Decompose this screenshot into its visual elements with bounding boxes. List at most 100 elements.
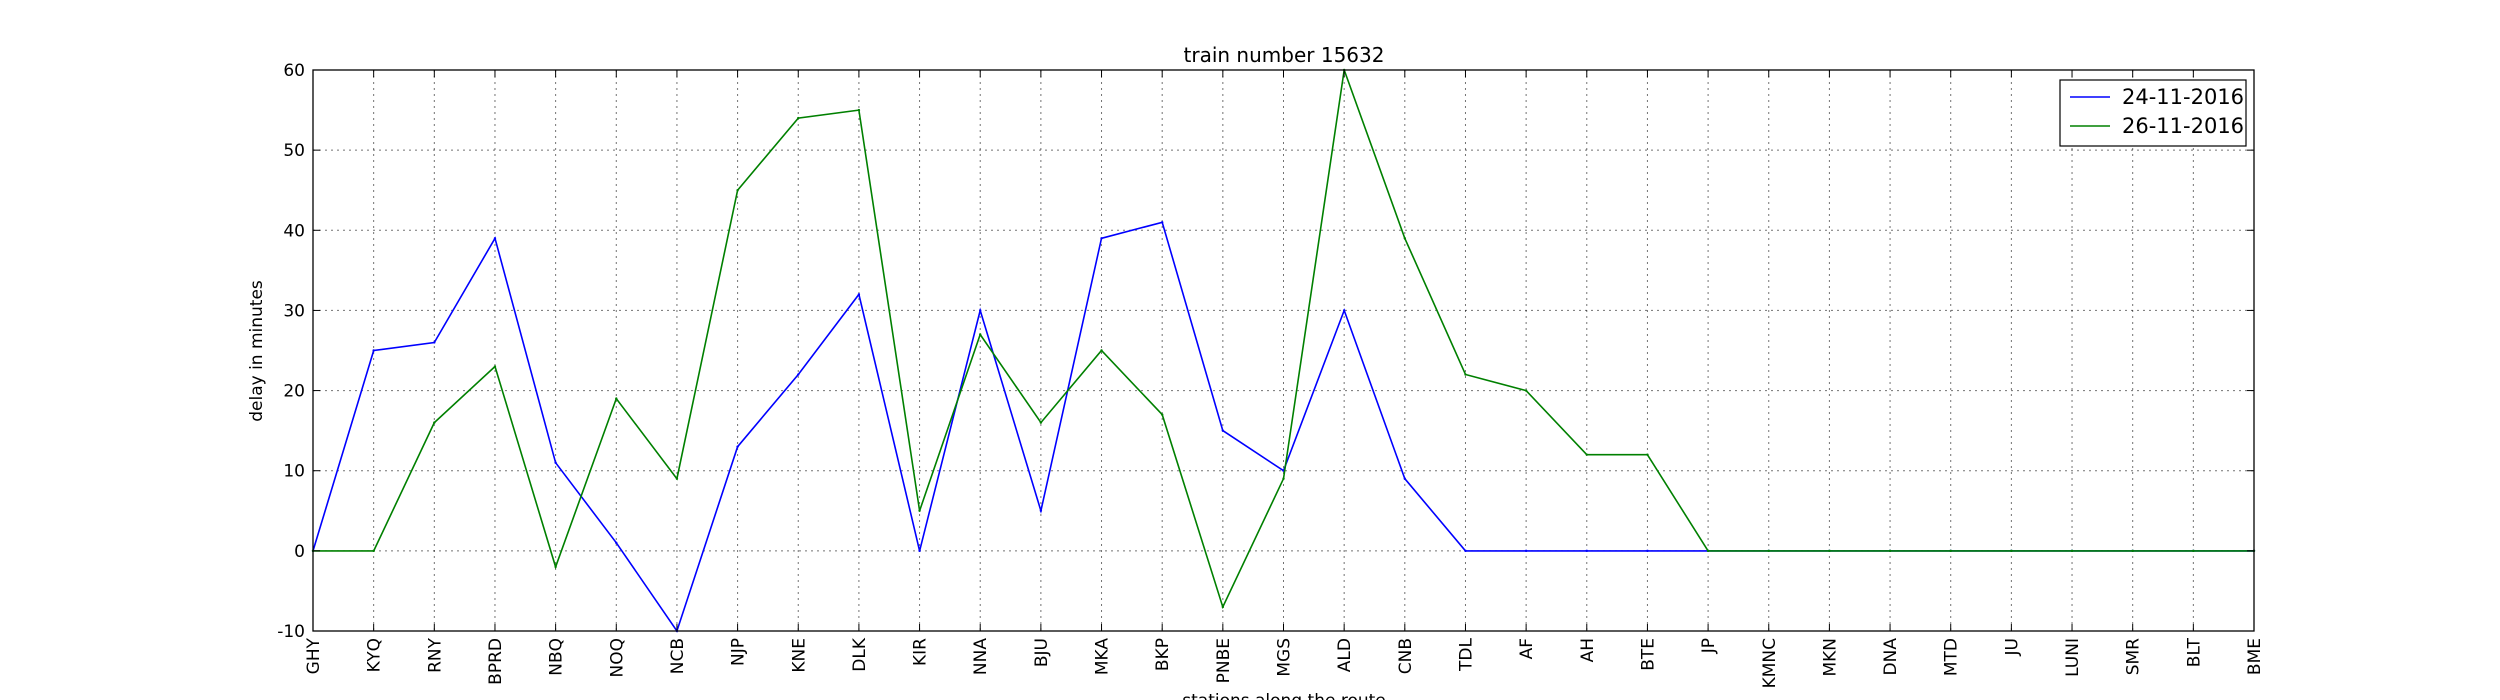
x-tick-label: KMNC — [1760, 638, 1780, 688]
data-point — [1828, 549, 1831, 553]
x-axis-title: stations along the route — [1182, 691, 1386, 700]
x-tick-label: NJP — [729, 638, 749, 666]
data-point — [918, 549, 921, 553]
y-tick-label: 0 — [294, 542, 305, 562]
x-tick-label: JU — [2002, 638, 2022, 656]
x-tick-label: NOQ — [607, 638, 627, 677]
x-tick-label: NCB — [668, 638, 688, 674]
x-tick-label: BME — [2245, 638, 2265, 675]
data-point — [1403, 237, 1407, 240]
x-tick-label: NBQ — [547, 638, 567, 676]
data-point — [1767, 549, 1770, 553]
data-point — [1160, 221, 1164, 224]
x-tick-label: BLT — [2184, 637, 2204, 667]
x-tick-label: KIR — [911, 638, 931, 666]
data-point — [2070, 549, 2074, 553]
data-point — [979, 309, 982, 312]
y-tick-label: 50 — [283, 141, 305, 161]
data-point — [1646, 549, 1649, 553]
data-point — [1585, 549, 1588, 553]
data-point — [1100, 349, 1103, 352]
data-point — [1646, 453, 1649, 456]
data-point — [554, 461, 557, 464]
data-point — [1706, 549, 1710, 553]
data-point — [615, 541, 618, 545]
x-tick-label: JP — [1699, 638, 1719, 654]
data-point — [1100, 237, 1103, 240]
data-point — [736, 445, 739, 448]
data-point — [675, 477, 679, 480]
data-point — [1039, 509, 1043, 512]
x-tick-label: BJU — [1032, 638, 1052, 667]
data-point — [1524, 549, 1528, 553]
chart-title: train number 15632 — [1184, 43, 1385, 67]
y-tick-label: -10 — [277, 622, 305, 642]
data-point — [857, 293, 861, 296]
y-tick-label: 30 — [283, 301, 305, 321]
y-axis: -10 0 10 20 30 40 50 60 — [277, 61, 2254, 642]
x-tick-label: BKP — [1153, 638, 1173, 671]
y-tick-label: 40 — [283, 221, 305, 241]
x-tick-label: CNB — [1396, 638, 1416, 674]
data-point — [1464, 549, 1467, 553]
data-point — [979, 333, 982, 336]
x-tick-label: ALD — [1335, 638, 1355, 672]
y-axis-title: delay in minutes — [247, 280, 267, 422]
x-tick-label: BPRD — [486, 638, 506, 685]
x-tick-label: KNE — [789, 638, 809, 673]
data-point — [615, 397, 618, 400]
data-point — [1524, 389, 1528, 392]
x-tick-label: RNY — [425, 637, 445, 673]
x-tick-label: SMR — [2124, 638, 2144, 675]
data-point — [493, 365, 497, 368]
data-point — [372, 549, 375, 553]
x-tick-label: MKA — [1093, 638, 1113, 676]
data-point — [2010, 549, 2013, 553]
data-point — [1039, 421, 1043, 424]
data-point — [1464, 373, 1467, 376]
data-point — [918, 509, 921, 512]
data-point — [1282, 477, 1285, 480]
data-point — [797, 116, 800, 120]
data-point — [736, 189, 739, 192]
data-point — [1949, 549, 1952, 553]
x-tick-label: MGS — [1275, 638, 1295, 677]
y-tick-label: 10 — [283, 462, 305, 482]
x-tick-label: AH — [1578, 638, 1598, 662]
y-tick-label: 60 — [283, 61, 305, 81]
legend-box — [2059, 79, 2247, 147]
data-point — [433, 421, 436, 424]
data-point — [372, 349, 375, 352]
data-point — [2192, 549, 2195, 553]
legend-label-26-11-2016: 26-11-2016 — [2122, 114, 2244, 138]
data-point — [1888, 549, 1892, 553]
data-point — [1221, 429, 1225, 432]
x-tick-label: MKN — [1820, 638, 1840, 677]
data-point — [857, 108, 861, 112]
data-point — [493, 237, 497, 240]
x-axis: GHY KYQ RNY BPRD NBQ NOQ NCB NJP KNE DLK KIR NNA BJU… — [304, 70, 2265, 688]
x-tick-label: PNBE — [1214, 638, 1234, 683]
data-point — [1221, 605, 1225, 609]
x-tick-label: MTD — [1942, 638, 1962, 676]
data-point — [1585, 453, 1588, 456]
data-point — [1403, 477, 1407, 480]
x-tick-label: DNA — [1881, 638, 1901, 676]
data-point — [1160, 413, 1164, 416]
y-tick-label: 20 — [283, 382, 305, 402]
data-point — [433, 341, 436, 344]
x-tick-label: KYQ — [365, 638, 385, 672]
data-point — [2131, 549, 2134, 553]
legend: 24-11-2016 26-11-2016 — [2059, 79, 2247, 147]
x-tick-label: AF — [1517, 638, 1537, 659]
legend-label-24-11-2016: 24-11-2016 — [2122, 85, 2244, 109]
series-layer — [311, 68, 2256, 633]
x-tick-label: LUNI — [2063, 638, 2083, 677]
x-tick-label: TDL — [1456, 637, 1476, 671]
x-tick-label: GHY — [304, 637, 324, 674]
data-point — [554, 565, 557, 569]
x-tick-label: NNA — [971, 638, 991, 675]
x-tick-label: BTE — [1638, 638, 1658, 671]
data-point — [1342, 309, 1346, 312]
